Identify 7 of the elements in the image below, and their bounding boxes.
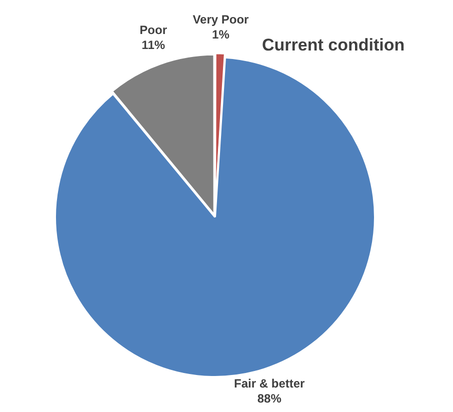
slice-label: Fair & better [234,376,306,391]
text: Current condition [262,36,405,55]
data-label: 11% [142,38,166,52]
slice-label: Poor [140,23,168,38]
data-label: 88% [257,392,282,406]
slice-label: Very Poor [192,12,250,26]
data-label: 1% [212,27,230,42]
